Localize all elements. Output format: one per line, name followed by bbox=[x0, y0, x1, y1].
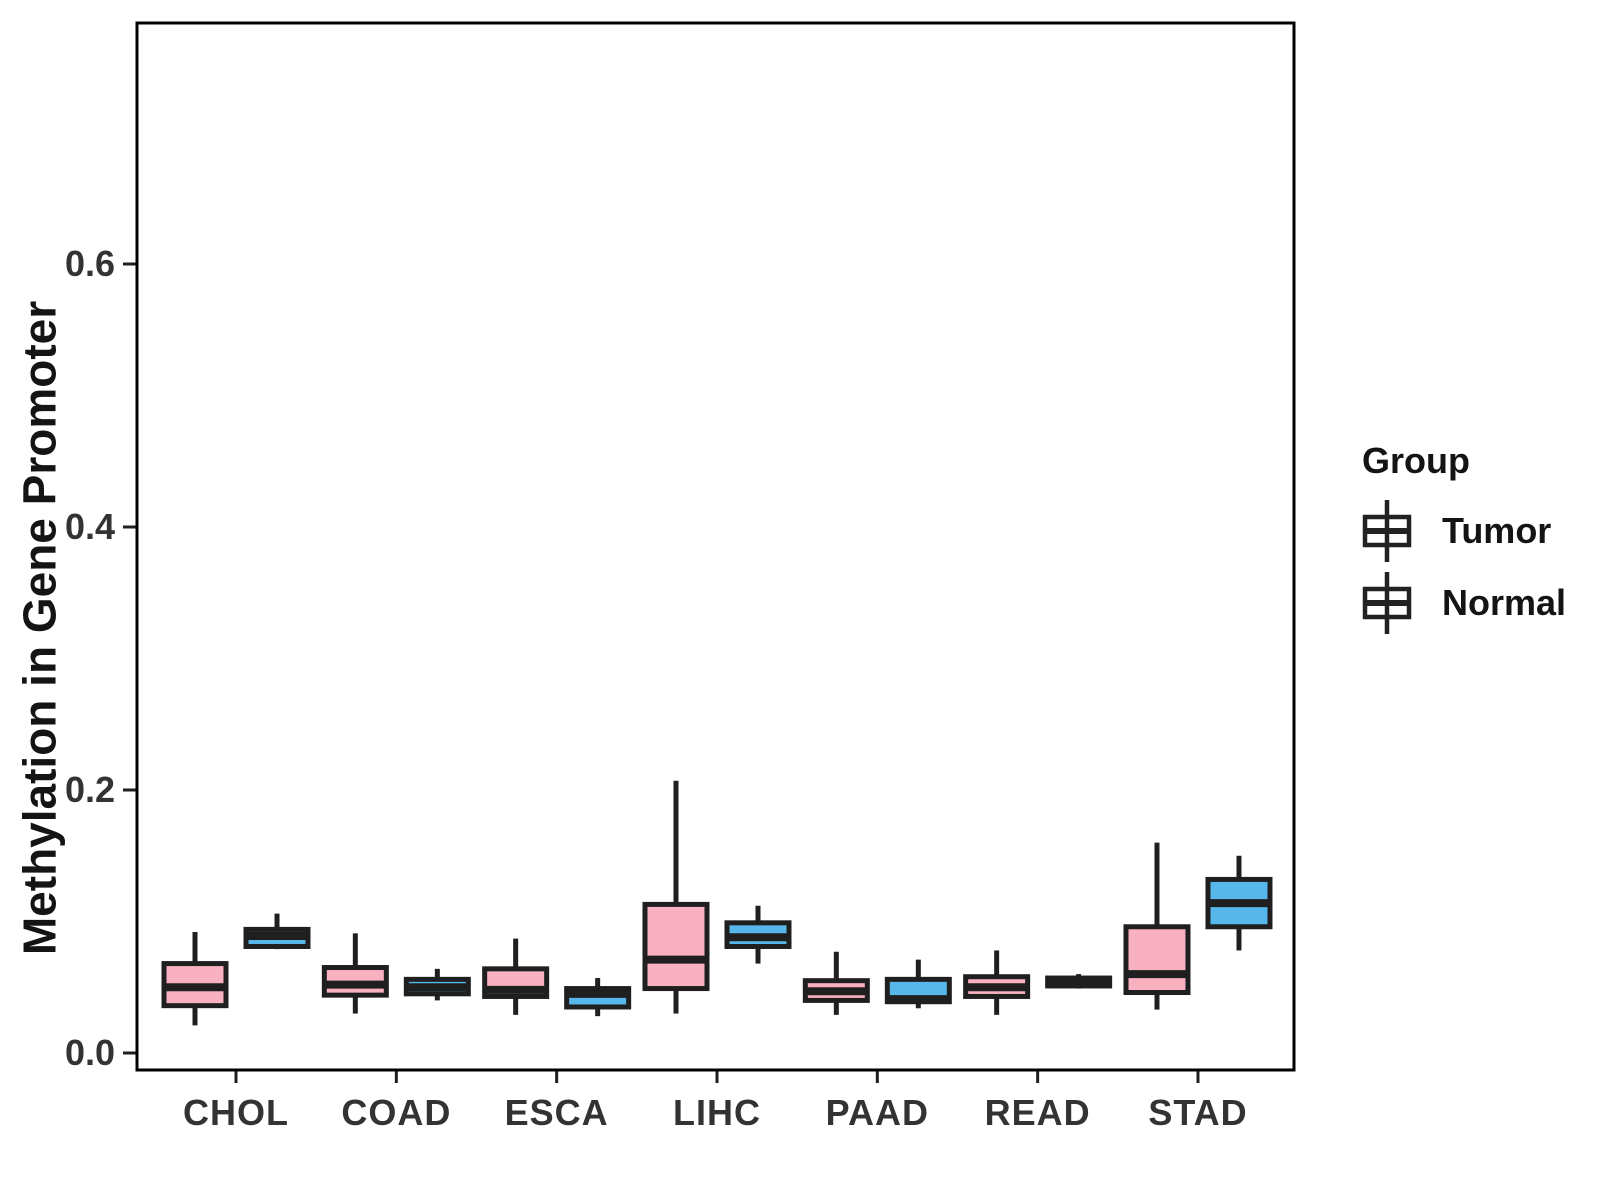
x-tick-label-esca: ESCA bbox=[505, 1092, 609, 1133]
x-tick-label-stad: STAD bbox=[1148, 1092, 1247, 1133]
x-tick-label-chol: CHOL bbox=[183, 1092, 289, 1133]
x-tick-label-lihc: LIHC bbox=[673, 1092, 761, 1133]
legend-item-normal: Normal bbox=[1358, 570, 1566, 636]
box-tumor-stad bbox=[1123, 924, 1191, 996]
box-tumor-lihc bbox=[642, 901, 710, 992]
x-tick-label-read: READ bbox=[985, 1092, 1091, 1133]
legend: Group Tumor Normal bbox=[1358, 440, 1566, 636]
normal-boxplot-key-icon bbox=[1362, 572, 1412, 634]
y-tick-label: 0.6 bbox=[65, 243, 115, 284]
tumor-boxplot-key-icon bbox=[1362, 500, 1412, 562]
legend-item-label: Normal bbox=[1442, 582, 1567, 623]
y-tick-label: 0.4 bbox=[65, 506, 115, 547]
x-tick-label-paad: PAAD bbox=[826, 1092, 929, 1133]
legend-item-tumor: Tumor bbox=[1358, 498, 1566, 564]
x-tick-label-coad: COAD bbox=[341, 1092, 451, 1133]
legend-item-label: Tumor bbox=[1442, 510, 1552, 551]
y-axis-title: Methylation in Gene Promoter bbox=[13, 300, 66, 956]
y-tick-label: 0.0 bbox=[65, 1032, 115, 1073]
y-tick-label: 0.2 bbox=[65, 769, 115, 810]
legend-title: Group bbox=[1362, 440, 1470, 481]
panel-border bbox=[135, 21, 1296, 1072]
